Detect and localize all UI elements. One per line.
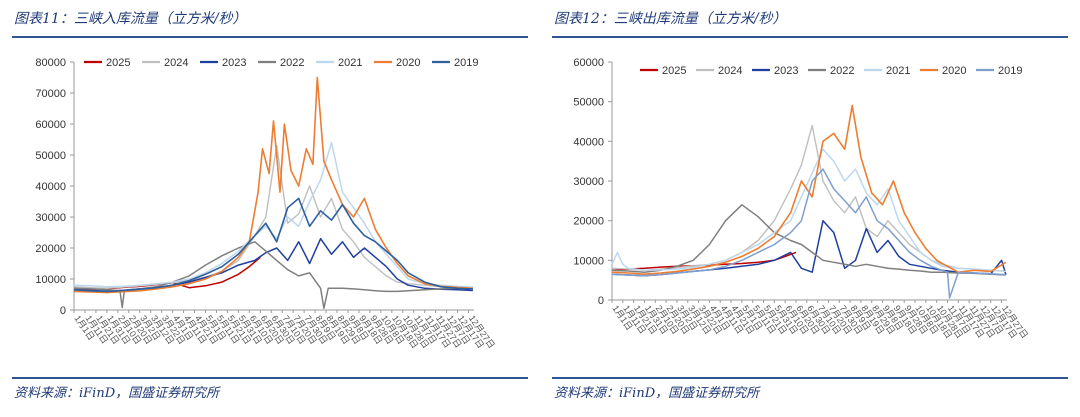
legend-item-2023: 2023 bbox=[752, 65, 798, 77]
legend-label: 2021 bbox=[886, 65, 910, 77]
title-rule bbox=[552, 36, 1068, 38]
y-tick-label: 0 bbox=[60, 305, 66, 317]
legend-label: 2022 bbox=[280, 57, 304, 69]
legend-item-2023: 2023 bbox=[200, 57, 246, 69]
legend-label: 2024 bbox=[718, 65, 742, 77]
y-tick-label: 30000 bbox=[573, 176, 604, 188]
outflow-line-chart: 01000020000300004000050000600001月1日1月11日… bbox=[573, 57, 1030, 340]
legend-label: 2025 bbox=[106, 57, 130, 69]
legend-item-2022: 2022 bbox=[258, 57, 304, 69]
legend-item-2021: 2021 bbox=[316, 57, 362, 69]
legend-label: 2019 bbox=[454, 57, 478, 69]
series-line-2020 bbox=[73, 76, 473, 294]
legend-item-2020: 2020 bbox=[920, 65, 966, 77]
y-tick-label: 30000 bbox=[35, 212, 66, 224]
legend-label: 2025 bbox=[662, 65, 686, 77]
legend-item-2024: 2024 bbox=[696, 65, 742, 77]
source-rule bbox=[12, 377, 528, 379]
chart-title: 图表12：三峡出库流量（立方米/秒） bbox=[554, 11, 787, 27]
series-line-2019 bbox=[73, 197, 473, 293]
legend-label: 2023 bbox=[774, 65, 798, 77]
source-rule bbox=[552, 377, 1068, 379]
y-tick-label: 70000 bbox=[35, 88, 66, 100]
legend-label: 2020 bbox=[396, 57, 420, 69]
y-tick-label: 0 bbox=[598, 295, 604, 307]
y-tick-label: 40000 bbox=[573, 136, 604, 148]
legend-item-2025: 2025 bbox=[640, 65, 686, 77]
y-tick-label: 50000 bbox=[35, 150, 66, 162]
legend-item-2020: 2020 bbox=[374, 57, 420, 69]
legend-item-2022: 2022 bbox=[808, 65, 854, 77]
source-note: 资料来源：iFinD，国盛证券研究所 bbox=[14, 386, 220, 401]
y-tick-label: 60000 bbox=[573, 57, 604, 69]
y-tick-label: 20000 bbox=[573, 216, 604, 228]
series-line-2021 bbox=[611, 148, 1006, 273]
chart-title: 图表11：三峡入库流量（立方米/秒） bbox=[14, 11, 247, 27]
series-line-2021 bbox=[73, 141, 473, 288]
series-line-2023 bbox=[73, 237, 473, 292]
y-tick-label: 50000 bbox=[573, 97, 604, 109]
series-line-2022 bbox=[611, 204, 1006, 276]
y-tick-label: 60000 bbox=[35, 119, 66, 131]
legend-label: 2024 bbox=[164, 57, 188, 69]
title-rule bbox=[12, 36, 528, 38]
legend-label: 2020 bbox=[942, 65, 966, 77]
y-tick-label: 20000 bbox=[35, 243, 66, 255]
legend-item-2024: 2024 bbox=[142, 57, 188, 69]
y-tick-label: 10000 bbox=[573, 255, 604, 267]
legend-label: 2019 bbox=[998, 65, 1022, 77]
legend-item-2019: 2019 bbox=[976, 65, 1022, 77]
legend-item-2025: 2025 bbox=[84, 57, 130, 69]
series-line-2019 bbox=[611, 168, 1006, 299]
series-line-2024 bbox=[73, 144, 473, 290]
legend-item-2019: 2019 bbox=[432, 57, 478, 69]
y-tick-label: 10000 bbox=[35, 274, 66, 286]
chart-panel-inflow: 图表11：三峡入库流量（立方米/秒） 0 10000 20000 30000 40000… bbox=[12, 0, 528, 417]
legend-label: 2023 bbox=[222, 57, 246, 69]
y-tick-label: 80000 bbox=[35, 57, 66, 69]
legend-label: 2022 bbox=[830, 65, 854, 77]
inflow-line-chart: 0 10000 20000 30000 40000 50000 60000 70000 8000… bbox=[35, 57, 496, 350]
source-note: 资料来源：iFinD，国盛证券研究所 bbox=[554, 386, 760, 401]
y-tick-label: 40000 bbox=[35, 181, 66, 193]
series-line-2020 bbox=[611, 104, 1007, 275]
legend-item-2021: 2021 bbox=[864, 65, 910, 77]
legend-label: 2021 bbox=[338, 57, 362, 69]
chart-panel-outflow: 图表12：三峡出库流量（立方米/秒） 0 10000 20000 30000 40000… bbox=[552, 0, 1068, 417]
